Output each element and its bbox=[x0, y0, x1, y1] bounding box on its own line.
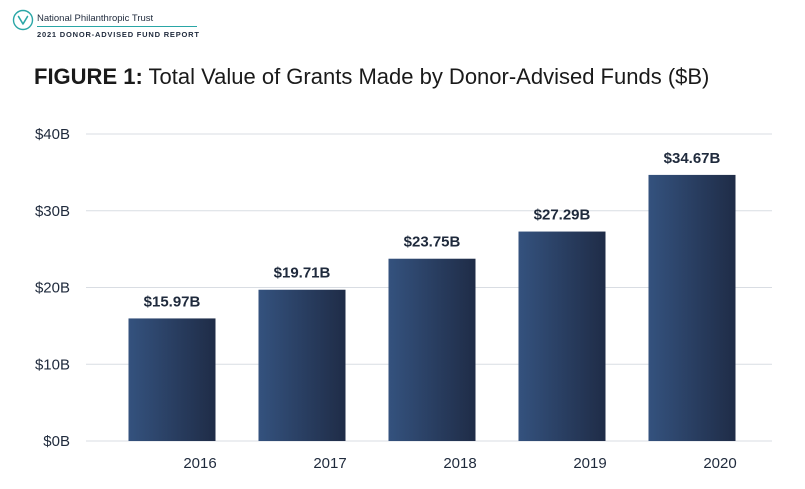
org-name: National Philanthropic Trust bbox=[37, 13, 154, 24]
y-tick-label: $20B bbox=[35, 280, 70, 297]
report-name: 2021 DONOR-ADVISED FUND REPORT bbox=[37, 30, 200, 39]
x-tick-label: 2016 bbox=[183, 455, 216, 472]
x-tick-label: 2017 bbox=[313, 455, 346, 472]
data-label: $27.29B bbox=[534, 207, 591, 224]
data-label: $34.67B bbox=[664, 150, 721, 167]
data-label: $19.71B bbox=[274, 265, 331, 282]
bars bbox=[128, 174, 736, 441]
y-tick-label: $10B bbox=[35, 356, 70, 373]
figure-title: FIGURE 1: Total Value of Grants Made by … bbox=[34, 64, 709, 90]
data-label: $15.97B bbox=[144, 293, 201, 310]
header-divider bbox=[37, 26, 197, 27]
bar bbox=[648, 174, 736, 441]
ribbon-v-icon bbox=[12, 9, 34, 31]
data-labels: $15.97B $19.71B $23.75B $27.29B $34.67B bbox=[144, 150, 721, 311]
data-label: $23.75B bbox=[404, 234, 461, 251]
x-tick-label: 2020 bbox=[703, 455, 736, 472]
y-axis-ticks: $0B $10B $20B $30B $40B bbox=[35, 126, 70, 450]
figure-title-text: Total Value of Grants Made by Donor-Advi… bbox=[148, 64, 710, 89]
y-tick-label: $40B bbox=[35, 126, 70, 143]
bar bbox=[518, 231, 606, 441]
x-tick-label: 2019 bbox=[573, 455, 606, 472]
y-tick-label: $0B bbox=[43, 433, 70, 450]
bar bbox=[128, 318, 216, 441]
bar bbox=[258, 289, 346, 441]
x-axis-ticks: 2016 2017 2018 2019 2020 bbox=[183, 455, 736, 472]
y-tick-label: $30B bbox=[35, 203, 70, 220]
figure-label: FIGURE 1: bbox=[34, 64, 143, 89]
x-tick-label: 2018 bbox=[443, 455, 476, 472]
bar bbox=[388, 258, 476, 441]
